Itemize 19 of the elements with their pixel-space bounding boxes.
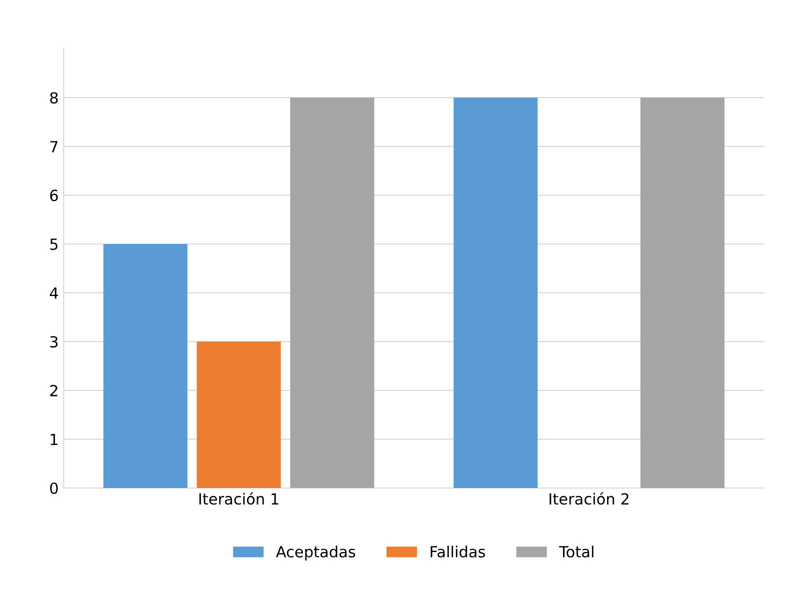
bar [103,244,188,488]
y-tick-label: 1 [50,434,58,446]
x-tick-label: Iteración 1 [199,492,278,505]
y-tick-label: 3 [50,336,58,348]
y-tick-label: 6 [50,190,58,202]
legend-label: Total [559,546,594,558]
y-tick-label: 7 [50,141,58,152]
bar [196,342,281,488]
bar [640,98,724,488]
legend-label: Fallidas [430,546,486,558]
x-tick-label: Iteración 2 [550,492,628,505]
y-tick-label: 0 [50,482,58,494]
y-tick-label: 8 [50,92,58,104]
bar [290,98,374,488]
y-tick-label: 4 [50,287,58,299]
y-tick-label: 2 [50,384,58,396]
legend-label: Aceptadas [276,546,356,560]
y-tick-label: 5 [50,238,58,250]
bar [454,98,538,488]
